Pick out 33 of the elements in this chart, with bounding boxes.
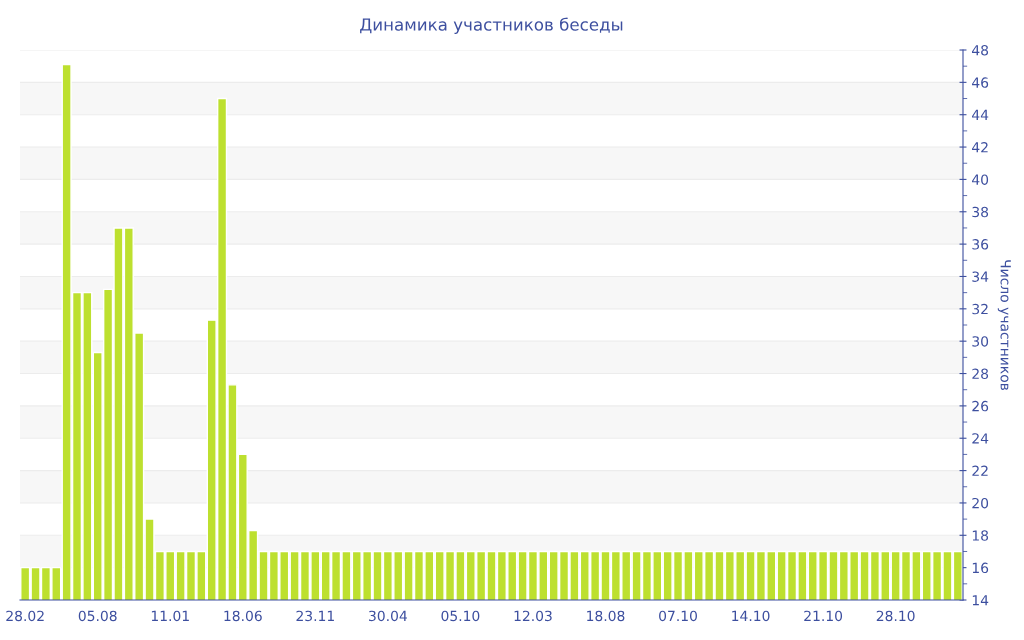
x-tick-label: 21.10 — [804, 610, 843, 622]
y-tick-label: 24 — [972, 433, 989, 444]
x-tick-label: 18.08 — [587, 610, 625, 622]
y-tick-label: 46 — [972, 77, 989, 88]
x-tick-label: 05.10 — [441, 610, 480, 622]
y-tick-label: 28 — [972, 368, 989, 379]
y-tick-label: 22 — [972, 465, 988, 476]
y-tick-label: 38 — [972, 206, 989, 218]
x-tick-label: 07.10 — [659, 610, 697, 622]
x-tick-label: 14.10 — [732, 610, 770, 622]
y-tick-label: 14 — [972, 595, 989, 606]
y-tick-label: 36 — [972, 239, 989, 250]
y-tick-label: 32 — [972, 303, 988, 315]
x-tick-label: 23.11 — [296, 610, 334, 622]
y-tick-label: 20 — [972, 497, 989, 509]
x-tick-label: 12.03 — [514, 610, 552, 622]
x-tick-label: 05.08 — [78, 610, 117, 622]
y-tick-label: 26 — [972, 400, 989, 412]
x-tick-label: 30.04 — [369, 610, 407, 622]
y-tick-label: 30 — [972, 336, 989, 347]
chart-title: Динамика участников беседы — [360, 17, 623, 35]
y-tick-label: 40 — [972, 174, 989, 185]
y-tick-label: 18 — [972, 530, 989, 541]
y-tick-label: 16 — [972, 562, 989, 574]
x-tick-label: 28.02 — [6, 610, 44, 622]
x-tick-label: 28.10 — [876, 610, 915, 622]
x-tick-label: 11.01 — [151, 610, 189, 622]
y-tick-label: 48 — [972, 44, 989, 56]
y-tick-label: 42 — [972, 142, 988, 153]
y-tick-label: 44 — [972, 109, 989, 120]
y-axis-title: Число участников — [997, 260, 1011, 391]
x-tick-label: 18.06 — [224, 610, 262, 622]
y-tick-label: 34 — [972, 271, 989, 282]
